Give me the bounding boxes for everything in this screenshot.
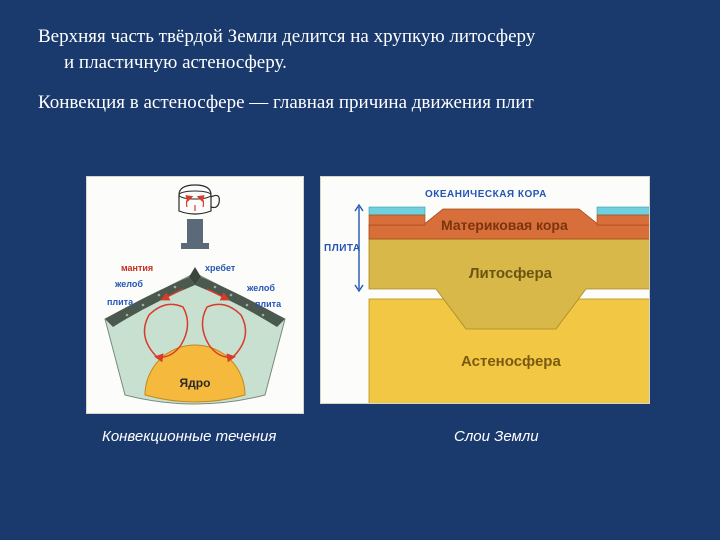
ocean-crust-label: ОКЕАНИЧЕСКАЯ КОРА <box>425 189 547 200</box>
burner-icon <box>187 219 203 243</box>
convection-diagram: Ядро <box>86 176 304 414</box>
core-label: Ядро <box>180 376 211 390</box>
layers-diagram: ОКЕАНИЧЕСКАЯ КОРА Материковая кора Литос… <box>320 176 650 404</box>
trench-right-label: желоб <box>247 283 275 293</box>
continental-crust-label: Материковая кора <box>441 217 568 233</box>
p1-line2: и пластичную астеносферу. <box>38 50 682 76</box>
kettle-icon <box>179 185 219 214</box>
asthenosphere-label: Астеносфера <box>461 353 561 370</box>
intro-paragraph-2: Конвекция в астеносфере — главная причин… <box>38 90 682 116</box>
intro-paragraph-1: Верхняя часть твёрдой Земли делится на х… <box>38 24 682 75</box>
ridge-label: хребет <box>205 263 235 273</box>
caption-right: Слои Земли <box>454 428 539 445</box>
caption-left: Конвекционные течения <box>102 428 276 445</box>
lithosphere-label: Литосфера <box>469 265 552 282</box>
mantle-label: мантия <box>121 263 153 273</box>
plate-bracket-label: ПЛИТА <box>324 243 361 254</box>
p1-line1: Верхняя часть твёрдой Земли делится на х… <box>38 26 535 47</box>
plate-right-label: плита <box>255 299 281 309</box>
plate-left-label: плита <box>107 297 133 307</box>
convection-svg: Ядро <box>87 177 304 414</box>
trench-left-label: желоб <box>115 279 143 289</box>
p2: Конвекция в астеносфере — главная причин… <box>38 92 534 113</box>
